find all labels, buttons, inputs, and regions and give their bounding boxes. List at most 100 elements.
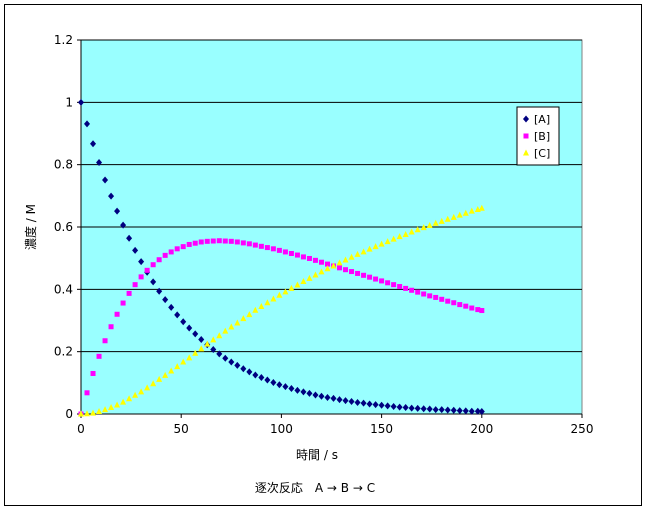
data-point <box>385 280 391 286</box>
data-point <box>180 358 187 365</box>
data-point <box>462 209 469 216</box>
data-point <box>349 269 355 275</box>
data-point <box>330 262 337 269</box>
data-point <box>186 354 193 361</box>
data-point <box>372 243 379 250</box>
x-tick-label: 200 <box>470 422 493 436</box>
data-point <box>90 409 97 416</box>
grid-lines <box>81 39 582 353</box>
data-point <box>330 394 337 402</box>
data-point <box>150 262 156 268</box>
data-point <box>198 336 205 344</box>
data-point <box>228 323 235 330</box>
data-point <box>108 324 114 330</box>
data-point <box>343 267 349 273</box>
data-point <box>426 405 433 413</box>
data-point <box>222 238 228 244</box>
legend: [A] [B] [C] <box>516 106 560 166</box>
data-point <box>397 284 403 290</box>
data-point <box>361 272 367 278</box>
data-point <box>168 249 174 255</box>
data-point <box>421 291 427 297</box>
data-point <box>78 410 84 417</box>
legend-items: [A] [B] [C] <box>523 113 550 160</box>
data-point <box>228 358 235 366</box>
data-point <box>324 393 331 401</box>
data-point <box>216 238 222 244</box>
chart-frame: 0 0.2 0.4 0.6 0.8 1 1.2 0 50 100 150 200 250 時間 / s… <box>4 4 642 506</box>
data-point <box>168 367 175 374</box>
data-point <box>90 140 97 148</box>
data-point <box>150 278 157 286</box>
data-point <box>420 224 427 231</box>
series-c <box>78 204 485 417</box>
series-b <box>78 238 485 417</box>
data-point <box>180 244 186 250</box>
y-tick-label: 1.2 <box>54 33 73 47</box>
y-tick-label: 1 <box>65 95 73 109</box>
data-point <box>445 298 451 304</box>
data-point <box>456 407 463 415</box>
data-point <box>432 406 439 414</box>
data-point <box>264 299 271 306</box>
data-point <box>192 330 199 338</box>
data-point <box>444 406 451 414</box>
data-point <box>132 246 139 254</box>
data-point <box>479 308 485 314</box>
data-point <box>468 207 475 214</box>
chart-caption: 逐次反応 A → B → C <box>255 481 375 495</box>
data-point <box>294 386 301 394</box>
data-point <box>403 285 409 291</box>
data-point <box>276 381 283 389</box>
data-point <box>258 243 264 249</box>
data-point <box>336 396 343 404</box>
legend-marker <box>523 149 529 156</box>
data-point <box>420 405 427 413</box>
data-point <box>108 192 115 200</box>
data-point <box>252 242 258 248</box>
data-point <box>96 408 103 415</box>
data-point <box>126 290 132 296</box>
y-tick-label: 0.2 <box>54 345 73 359</box>
data-point <box>174 246 180 252</box>
data-point <box>222 327 229 334</box>
x-axis-ticks: 0 50 100 150 200 250 <box>77 414 593 436</box>
data-point <box>282 383 289 391</box>
data-point <box>270 246 276 252</box>
data-point <box>354 250 361 257</box>
y-tick-label: 0 <box>65 407 73 421</box>
data-point <box>379 278 385 284</box>
data-point <box>96 353 102 359</box>
data-point <box>78 98 84 106</box>
data-point <box>102 338 108 344</box>
data-point <box>282 288 289 295</box>
data-point <box>246 241 252 247</box>
data-point <box>132 282 138 288</box>
y-axis-title: 濃度 / M <box>23 204 38 250</box>
data-point <box>450 213 457 220</box>
data-point <box>120 300 126 306</box>
data-point <box>114 311 120 317</box>
data-point <box>150 380 157 387</box>
data-point <box>174 311 181 319</box>
data-point <box>264 376 271 384</box>
data-point <box>228 238 234 244</box>
legend-label: [A] <box>534 113 550 126</box>
data-point <box>456 211 463 218</box>
legend-marker <box>523 115 529 123</box>
data-point <box>342 256 349 263</box>
data-point <box>306 389 313 397</box>
data-point <box>132 391 139 398</box>
data-point <box>463 303 469 309</box>
data-point <box>240 240 246 246</box>
data-point <box>162 296 169 304</box>
data-point <box>468 407 475 415</box>
data-point <box>384 402 391 410</box>
data-point <box>469 305 475 311</box>
x-tick-label: 150 <box>370 422 393 436</box>
data-point <box>222 354 229 362</box>
data-point <box>144 267 150 273</box>
data-point <box>258 374 265 382</box>
data-point <box>282 249 288 255</box>
data-point <box>96 158 103 166</box>
